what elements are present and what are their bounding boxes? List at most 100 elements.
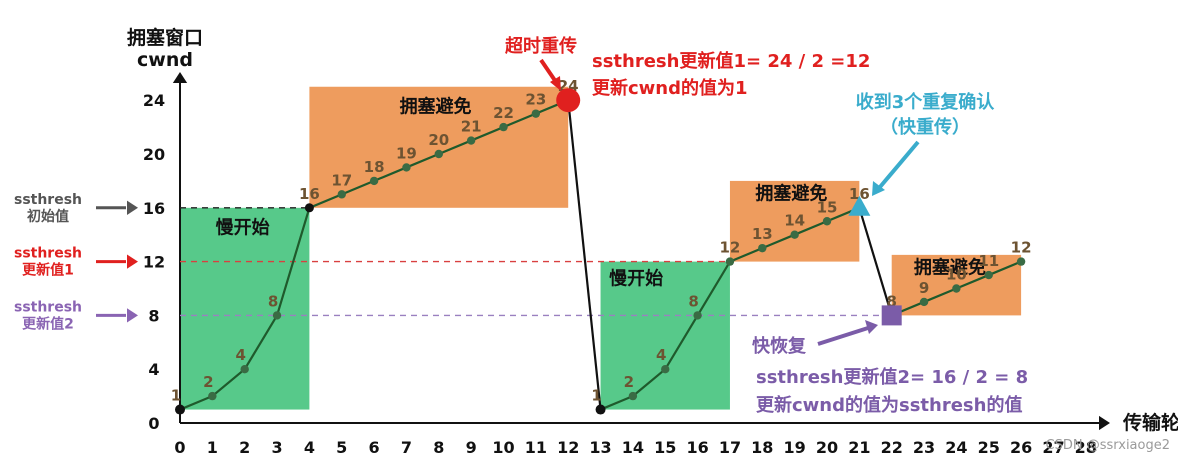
triple-ack-arrow-shaft xyxy=(878,140,920,189)
x-tick-24: 24 xyxy=(945,438,967,457)
region-3 xyxy=(600,261,730,410)
y-tick-4: 4 xyxy=(148,360,159,379)
threshold-label-16: ssthresh xyxy=(14,192,82,208)
data-label: 12 xyxy=(720,239,741,257)
data-label: 22 xyxy=(493,104,514,122)
y-axis-label: 拥塞窗口 xyxy=(127,26,203,49)
x-axis-arrow xyxy=(1099,415,1110,431)
x-tick-13: 13 xyxy=(589,438,611,457)
threshold-arrow-8 xyxy=(127,308,138,323)
x-tick-15: 15 xyxy=(654,438,676,457)
triple-ack-label-2: （快重传） xyxy=(880,116,970,138)
region-1 xyxy=(180,207,310,410)
y-tick-12: 12 xyxy=(143,253,165,272)
data-label: 1 xyxy=(591,387,601,405)
drop-segment-1 xyxy=(567,100,602,410)
triple-ack-marker xyxy=(848,195,871,216)
x-tick-17: 17 xyxy=(719,438,741,457)
region-title-3: 慢开始 xyxy=(609,267,663,289)
data-label: 2 xyxy=(624,373,634,391)
y-tick-20: 20 xyxy=(143,145,165,164)
timeout-note-line-2: 更新cwnd的值为1 xyxy=(592,77,748,99)
x-tick-6: 6 xyxy=(369,438,380,457)
fast-recovery-arrow-shaft xyxy=(817,326,869,346)
watermark: CSDN @ssrxiaoge2 xyxy=(1045,438,1170,453)
data-point xyxy=(790,230,799,239)
data-label: 8 xyxy=(886,292,896,310)
data-point xyxy=(402,163,411,172)
data-point xyxy=(272,311,282,320)
region-2 xyxy=(309,86,569,208)
x-tick-21: 21 xyxy=(848,438,870,457)
threshold-sublabel-16: 初始值 xyxy=(27,208,69,225)
y-tick-24: 24 xyxy=(143,91,165,110)
data-label: 1 xyxy=(171,387,181,405)
x-tick-28: 28 xyxy=(1075,438,1097,457)
data-label: 12 xyxy=(1011,239,1032,257)
fast-recovery-arrow-head xyxy=(865,320,878,334)
ssthresh-hit-point xyxy=(304,203,314,213)
x-tick-4: 4 xyxy=(304,438,315,457)
threshold-arrow-12 xyxy=(127,254,138,269)
fast-recovery-marker xyxy=(881,305,902,326)
data-label: 8 xyxy=(268,292,278,310)
data-point xyxy=(758,243,767,253)
data-label: 13 xyxy=(752,225,773,243)
data-point xyxy=(434,149,443,159)
x-tick-0: 0 xyxy=(174,438,185,457)
timeout-marker xyxy=(556,88,581,113)
data-label: 15 xyxy=(817,198,838,216)
threshold-sublabel-12: 更新值1 xyxy=(22,262,74,279)
x-tick-1: 1 xyxy=(207,438,218,457)
data-label: 4 xyxy=(235,346,245,364)
x-tick-27: 27 xyxy=(1042,438,1064,457)
x-tick-19: 19 xyxy=(784,438,806,457)
data-point xyxy=(499,122,508,132)
drop-segment-2 xyxy=(858,207,893,316)
threshold-label-8: ssthresh xyxy=(14,299,82,315)
data-label: 8 xyxy=(688,292,698,310)
y-tick-8: 8 xyxy=(148,306,159,325)
region-title-1: 慢开始 xyxy=(216,216,270,238)
data-point xyxy=(919,297,929,307)
timeout-label: 超时重传 xyxy=(505,35,577,57)
data-point xyxy=(337,190,346,199)
data-point xyxy=(952,284,961,293)
y-axis-arrow xyxy=(172,72,188,83)
x-tick-18: 18 xyxy=(751,438,773,457)
y-tick-0: 0 xyxy=(148,414,159,433)
triple-ack-label-1: 收到3个重复确认 xyxy=(856,91,996,113)
fast-recovery-label: 快恢复 xyxy=(752,335,807,357)
timeout-note-line-1: ssthresh更新值1= 24 / 2 =12 xyxy=(592,50,870,72)
y-tick-16: 16 xyxy=(143,199,165,218)
data-point xyxy=(822,217,832,226)
threshold-arrow-16 xyxy=(127,200,138,215)
data-point xyxy=(531,109,541,118)
x-tick-14: 14 xyxy=(622,438,644,457)
x-tick-9: 9 xyxy=(466,438,477,457)
x-tick-26: 26 xyxy=(1010,438,1032,457)
data-point xyxy=(1016,257,1026,266)
data-label: 2 xyxy=(203,373,213,391)
region-title-5: 拥塞避免 xyxy=(914,257,986,279)
data-point xyxy=(466,136,476,145)
restart-point xyxy=(595,404,606,415)
data-point xyxy=(725,257,735,266)
data-point xyxy=(240,365,249,374)
x-tick-2: 2 xyxy=(239,438,250,457)
timeout-arrow-head xyxy=(550,76,561,91)
data-point xyxy=(693,311,702,320)
x-tick-5: 5 xyxy=(336,438,347,457)
data-label: 23 xyxy=(525,91,546,109)
x-tick-16: 16 xyxy=(686,438,708,457)
data-point xyxy=(208,391,217,401)
region-title-4: 拥塞避免 xyxy=(755,183,827,205)
timeout-arrow-shaft xyxy=(539,58,558,84)
data-label: 21 xyxy=(461,118,482,136)
x-tick-8: 8 xyxy=(433,438,444,457)
data-label: 4 xyxy=(656,346,666,364)
x-tick-3: 3 xyxy=(271,438,282,457)
x-tick-12: 12 xyxy=(557,438,579,457)
data-point xyxy=(628,391,638,401)
